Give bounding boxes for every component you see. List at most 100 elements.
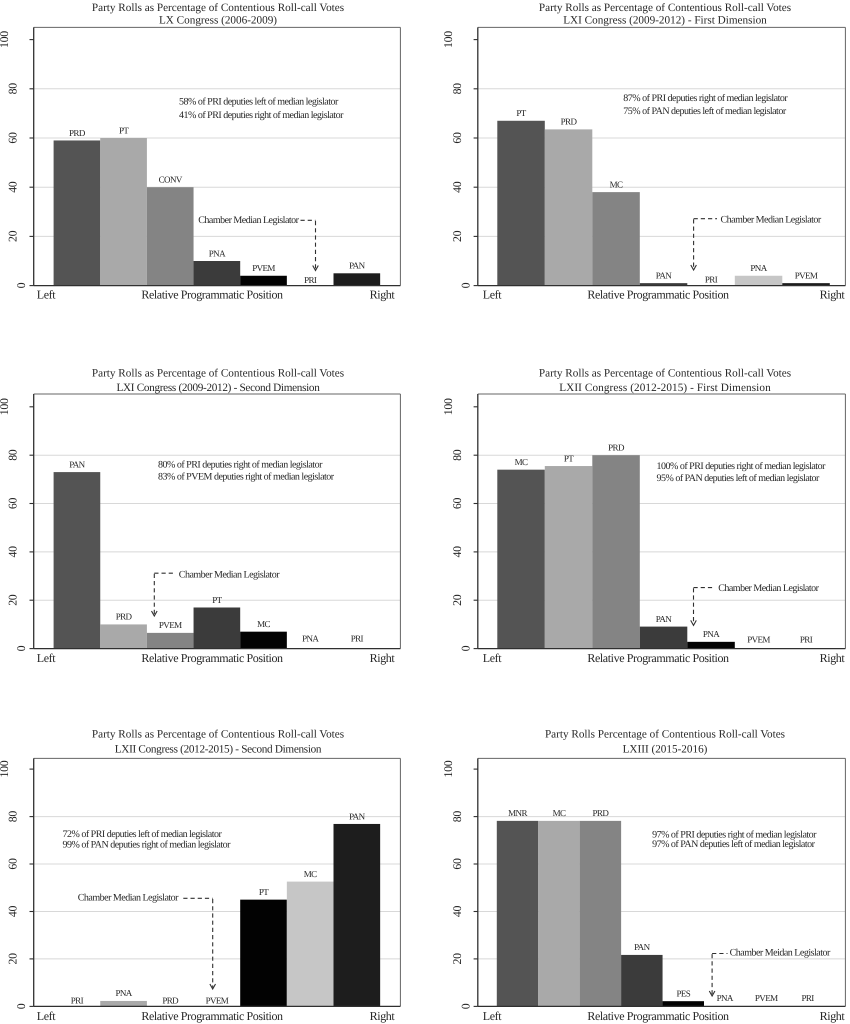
svg-text:Party Rolls as Percentage of C: Party Rolls as Percentage of Contentious… xyxy=(92,729,344,741)
svg-text:100: 100 xyxy=(441,31,455,48)
svg-text:100: 100 xyxy=(0,31,11,48)
svg-text:PNA: PNA xyxy=(209,248,226,258)
svg-text:Chamber Meidan Legislator: Chamber Meidan Legislator xyxy=(730,948,831,959)
svg-text:Party Rolls as Percentage of C: Party Rolls as Percentage of Contentious… xyxy=(92,368,344,380)
svg-text:80: 80 xyxy=(450,449,464,461)
svg-text:Left: Left xyxy=(37,651,56,665)
svg-text:60: 60 xyxy=(6,858,20,870)
svg-text:Left: Left xyxy=(483,288,502,302)
svg-text:PT: PT xyxy=(516,108,526,118)
svg-text:Relative Programmatic Position: Relative Programmatic Position xyxy=(141,1009,283,1023)
svg-text:MC: MC xyxy=(515,457,528,467)
svg-text:99% of PAN deputies right of m: 99% of PAN deputies right of median legi… xyxy=(63,840,232,851)
svg-text:Party Rolls Percentage of Cont: Party Rolls Percentage of Contentious Ro… xyxy=(545,729,785,741)
svg-text:PVEM: PVEM xyxy=(747,635,770,645)
svg-text:100: 100 xyxy=(441,398,455,415)
svg-text:PAN: PAN xyxy=(656,270,672,280)
svg-text:60: 60 xyxy=(450,858,464,870)
svg-text:60: 60 xyxy=(450,498,464,510)
svg-text:LXI Congress (2009-2012) - Sec: LXI Congress (2009-2012) - Second Dimens… xyxy=(116,382,320,394)
svg-text:Party Rolls as Percentage of C: Party Rolls as Percentage of Contentious… xyxy=(539,2,791,14)
svg-text:80: 80 xyxy=(450,811,464,823)
svg-text:75% of PAN deputies left of me: 75% of PAN deputies left of median legis… xyxy=(623,106,787,117)
svg-text:40: 40 xyxy=(450,906,464,918)
svg-text:87% of PRI deputies right of m: 87% of PRI deputies right of median legi… xyxy=(623,93,788,104)
svg-text:PRD: PRD xyxy=(116,612,133,622)
svg-text:MC: MC xyxy=(553,808,566,818)
svg-text:LXIII (2015-2016): LXIII (2015-2016) xyxy=(623,743,708,755)
svg-text:PAN: PAN xyxy=(349,261,365,271)
svg-text:20: 20 xyxy=(450,953,464,965)
svg-text:PT: PT xyxy=(212,595,222,605)
svg-text:Right: Right xyxy=(820,651,846,665)
svg-text:MC: MC xyxy=(304,869,317,879)
svg-text:20: 20 xyxy=(6,230,20,242)
svg-text:72% of PRI deputies left of me: 72% of PRI deputies left of median legis… xyxy=(63,829,223,840)
svg-text:80% of PRI deputies right of m: 80% of PRI deputies right of median legi… xyxy=(158,460,323,471)
svg-text:Chamber Median Legislator: Chamber Median Legislator xyxy=(718,583,819,594)
svg-text:80: 80 xyxy=(6,83,20,95)
svg-text:PAN: PAN xyxy=(656,614,672,624)
svg-text:20: 20 xyxy=(6,953,20,965)
svg-text:CONV: CONV xyxy=(159,175,183,185)
svg-text:100: 100 xyxy=(0,760,11,777)
svg-text:0: 0 xyxy=(14,1003,28,1009)
svg-text:Left: Left xyxy=(483,1009,502,1023)
svg-text:Left: Left xyxy=(37,288,56,302)
svg-text:40: 40 xyxy=(450,546,464,558)
svg-text:LXII Congress (2012-2015) - Fi: LXII Congress (2012-2015) - First Dimens… xyxy=(559,382,771,394)
svg-text:100% of PRI deputies right of: 100% of PRI deputies right of median leg… xyxy=(657,461,827,472)
svg-text:40: 40 xyxy=(6,546,20,558)
svg-text:PRI: PRI xyxy=(351,633,364,643)
svg-text:80: 80 xyxy=(450,83,464,95)
svg-text:PT: PT xyxy=(259,887,269,897)
svg-text:MC: MC xyxy=(610,179,623,189)
svg-text:Right: Right xyxy=(820,288,846,302)
svg-text:0: 0 xyxy=(458,645,472,651)
svg-text:PNA: PNA xyxy=(750,263,767,273)
svg-text:41% of PRI deputies right of m: 41% of PRI deputies right of median legi… xyxy=(179,110,344,121)
svg-text:Left: Left xyxy=(37,1009,56,1023)
svg-text:20: 20 xyxy=(450,594,464,606)
svg-text:100: 100 xyxy=(0,398,11,415)
svg-text:60: 60 xyxy=(6,498,20,510)
svg-text:97% of PAN deputies left of me: 97% of PAN deputies left of median legis… xyxy=(652,839,816,850)
svg-text:PNA: PNA xyxy=(717,993,734,1003)
svg-text:PNA: PNA xyxy=(703,629,720,639)
svg-text:Relative Programmatic Position: Relative Programmatic Position xyxy=(587,651,729,665)
svg-text:MC: MC xyxy=(257,619,270,629)
svg-text:Chamber Median Legislator: Chamber Median Legislator xyxy=(78,893,179,904)
svg-text:PVEM: PVEM xyxy=(755,993,778,1003)
svg-text:80: 80 xyxy=(6,449,20,461)
svg-text:83% of PVEM deputies right of: 83% of PVEM deputies right of median leg… xyxy=(158,472,335,483)
svg-text:Relative Programmatic Position: Relative Programmatic Position xyxy=(587,288,729,302)
svg-text:95% of PAN deputies left of me: 95% of PAN deputies left of median legis… xyxy=(657,473,821,484)
svg-text:PRD: PRD xyxy=(608,443,625,453)
svg-text:40: 40 xyxy=(6,906,20,918)
svg-text:Relative Programmatic Position: Relative Programmatic Position xyxy=(141,651,283,665)
svg-text:PVEM: PVEM xyxy=(206,995,229,1005)
svg-text:60: 60 xyxy=(6,132,20,144)
svg-text:58% of PRI deputies left of me: 58% of PRI deputies left of median legis… xyxy=(179,97,339,108)
svg-text:Chamber Median Legislator: Chamber Median Legislator xyxy=(198,215,299,226)
svg-text:0: 0 xyxy=(458,1003,472,1009)
svg-text:PRI: PRI xyxy=(705,274,718,284)
svg-text:Right: Right xyxy=(370,651,396,665)
svg-text:Right: Right xyxy=(370,1009,396,1023)
svg-text:Right: Right xyxy=(820,1009,846,1023)
svg-text:Chamber Median Legislator: Chamber Median Legislator xyxy=(179,570,280,581)
svg-text:0: 0 xyxy=(14,282,28,288)
svg-text:PNA: PNA xyxy=(115,988,132,998)
svg-text:PRD: PRD xyxy=(593,808,610,818)
svg-text:PT: PT xyxy=(564,453,574,463)
svg-text:Relative Programmatic Position: Relative Programmatic Position xyxy=(141,288,283,302)
svg-text:Left: Left xyxy=(483,651,502,665)
svg-text:Party Rolls as Percentage of C: Party Rolls as Percentage of Contentious… xyxy=(539,368,791,380)
svg-text:0: 0 xyxy=(14,645,28,651)
svg-text:MNR: MNR xyxy=(508,808,527,818)
svg-text:97% of PRI deputies right of m: 97% of PRI deputies right of median legi… xyxy=(652,829,817,840)
svg-text:PVEM: PVEM xyxy=(795,270,818,280)
svg-text:LXII Congress (2012-2015) - Se: LXII Congress (2012-2015) - Second Dimen… xyxy=(115,743,322,755)
svg-text:100: 100 xyxy=(441,760,455,777)
svg-text:Relative Programmatic Position: Relative Programmatic Position xyxy=(587,1009,729,1023)
